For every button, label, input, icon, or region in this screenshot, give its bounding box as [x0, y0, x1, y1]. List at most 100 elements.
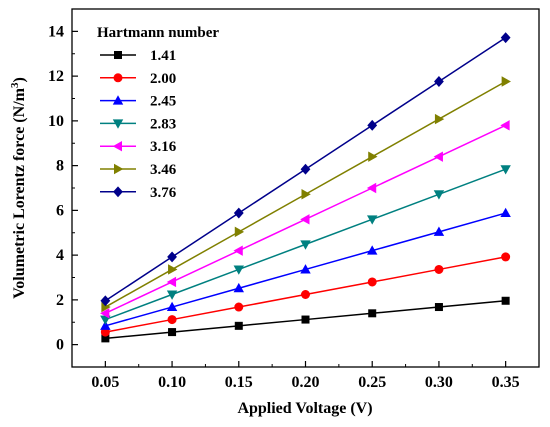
data-point [234, 226, 245, 238]
legend-item: 3.46 [100, 162, 177, 178]
legend-marker [113, 186, 123, 198]
data-point [500, 207, 511, 218]
data-point [367, 215, 378, 225]
y-tick-label: 6 [56, 202, 64, 219]
data-point [100, 320, 111, 330]
data-point [433, 151, 443, 162]
data-point [433, 226, 445, 236]
data-point [234, 321, 243, 330]
data-point [167, 315, 177, 325]
legend-label: 2.00 [150, 71, 176, 87]
series-3.16 [100, 120, 510, 319]
x-axis-label: Applied Voltage (V) [237, 400, 372, 417]
series-3.46 [101, 76, 511, 313]
legend: Hartmann number 1.41 2.00 2.45 2.83 3.16 3.46… [97, 25, 219, 201]
plot-frame [71, 8, 540, 368]
data-point [434, 76, 444, 87]
y-tick-label: 2 [56, 292, 64, 309]
data-point [501, 296, 510, 305]
series-layer [100, 32, 511, 343]
data-point [234, 302, 244, 312]
data-point [233, 265, 244, 275]
data-point [166, 301, 178, 312]
data-point [501, 76, 511, 87]
data-point [233, 245, 243, 256]
data-point [233, 207, 244, 219]
legend-marker [114, 163, 124, 175]
x-tick-label: 0.35 [492, 374, 520, 391]
y-tick-label: 10 [48, 113, 64, 130]
legend-item: 2.00 [100, 71, 176, 87]
legend-marker [112, 140, 122, 152]
data-point [433, 190, 445, 200]
legend-marker [112, 119, 124, 129]
legend-marker [113, 73, 123, 83]
data-point [167, 251, 177, 263]
y-tick-label: 14 [48, 23, 64, 40]
series-2.45 [100, 207, 511, 330]
legend-item: 2.83 [100, 116, 176, 132]
series-2.83 [100, 165, 511, 325]
data-point [501, 252, 511, 262]
x-tick-label: 0.10 [158, 374, 186, 391]
data-point [168, 264, 178, 275]
legend-marker [114, 50, 123, 59]
data-point [300, 163, 311, 175]
x-tick-label: 0.15 [225, 374, 253, 391]
data-point [368, 151, 378, 162]
data-point [300, 214, 310, 225]
legend-label: 3.76 [150, 185, 177, 201]
y-axis-label-close: ) [11, 77, 28, 82]
series-3.76 [100, 32, 511, 307]
data-point [434, 303, 443, 312]
legend-item: 1.41 [100, 48, 176, 64]
data-point [301, 189, 311, 200]
series-1.41 [101, 296, 510, 343]
data-point [367, 119, 378, 131]
data-point [367, 277, 377, 287]
data-point [166, 276, 177, 288]
data-point [168, 328, 177, 337]
legend-item: 2.45 [100, 94, 176, 110]
data-point [500, 165, 511, 175]
data-point [233, 282, 244, 293]
data-point [500, 120, 510, 131]
data-point [434, 264, 444, 274]
data-point [300, 240, 311, 250]
x-tick-label: 0.20 [292, 374, 320, 391]
data-point [300, 290, 310, 300]
legend-title: Hartmann number [97, 25, 219, 41]
legend-marker [112, 95, 124, 105]
data-point [301, 315, 310, 324]
legend-item: 3.16 [100, 139, 177, 155]
data-point [434, 113, 445, 125]
x-axis: 0.05 0.10 0.15 0.20 0.25 0.30 0.35 [91, 361, 520, 391]
x-tick-label: 0.25 [358, 374, 386, 391]
data-point [367, 245, 378, 255]
legend-label: 3.16 [150, 139, 177, 155]
data-point [300, 264, 311, 274]
data-point [100, 308, 110, 319]
data-point [366, 182, 377, 194]
y-axis-label-superscript: 3 [9, 82, 21, 88]
x-tick-label: 0.30 [425, 374, 453, 391]
y-tick-label: 0 [56, 337, 64, 354]
data-point [368, 309, 377, 318]
data-point [500, 32, 511, 44]
y-tick-label: 8 [56, 158, 64, 175]
legend-item: 3.76 [100, 185, 177, 201]
y-tick-label: 12 [48, 68, 64, 85]
series-2.00 [100, 252, 511, 337]
y-axis-label-main: Volumetric Lorentz force (N/m [11, 87, 28, 298]
data-point [166, 290, 178, 300]
legend-label: 2.83 [150, 116, 176, 132]
y-tick-label: 4 [56, 247, 64, 264]
x-tick-label: 0.05 [91, 374, 119, 391]
data-point [100, 295, 111, 307]
legend-label: 3.46 [150, 162, 177, 178]
y-axis-label: Volumetric Lorentz force (N/m3) [9, 77, 28, 299]
legend-label: 2.45 [150, 94, 176, 110]
y-axis: 0 2 4 6 8 10 12 14 [48, 23, 78, 354]
legend-label: 1.41 [150, 48, 176, 64]
